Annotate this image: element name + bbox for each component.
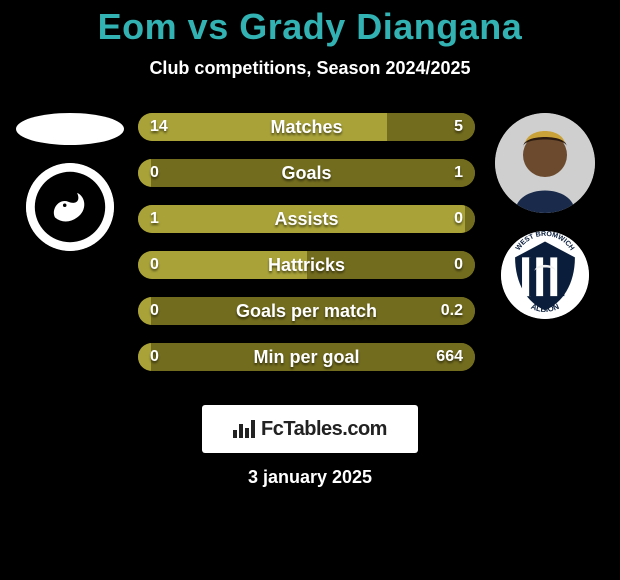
bar-label: Goals bbox=[138, 159, 475, 187]
stat-row: Goals0 1 bbox=[138, 159, 475, 187]
bar-label: Hattricks bbox=[138, 251, 475, 279]
bar-value-right: 664 bbox=[436, 343, 463, 371]
bar-value-left: 0 bbox=[150, 159, 159, 187]
comparison-content: WEST BROMWICH ALBION Matches145Goals01As… bbox=[0, 113, 620, 393]
bar-label: Assists bbox=[138, 205, 475, 233]
bar-value-right: 0 bbox=[454, 205, 463, 233]
stat-row: Min per goal0 664 bbox=[138, 343, 475, 371]
bar-value-right: 5 bbox=[454, 113, 463, 141]
bar-value-left: 0 bbox=[150, 343, 159, 371]
club-left-crest bbox=[26, 163, 114, 251]
stat-row: Hattricks0 0 bbox=[138, 251, 475, 279]
bar-value-right: 0.2 bbox=[441, 297, 463, 325]
bar-label: Min per goal bbox=[138, 343, 475, 371]
watermark-icon bbox=[233, 420, 255, 438]
subtitle: Club competitions, Season 2024/2025 bbox=[0, 58, 620, 79]
stat-row: Assists1 0 bbox=[138, 205, 475, 233]
bar-value-left: 14 bbox=[150, 113, 168, 141]
footer-date: 3 january 2025 bbox=[0, 467, 620, 488]
bar-value-right: 1 bbox=[454, 159, 463, 187]
watermark-text: FcTables.com bbox=[261, 418, 387, 441]
stat-bars: Matches145Goals01Assists10Hattricks00Goa… bbox=[138, 113, 475, 371]
player-left-avatar bbox=[16, 113, 124, 145]
bar-value-left: 0 bbox=[150, 251, 159, 279]
bar-value-right: 0 bbox=[454, 251, 463, 279]
club-right-crest: WEST BROMWICH ALBION bbox=[501, 231, 589, 319]
bar-value-left: 0 bbox=[150, 297, 159, 325]
watermark-badge: FcTables.com bbox=[202, 405, 418, 453]
right-column: WEST BROMWICH ALBION bbox=[490, 113, 600, 319]
stat-row: Matches14 5 bbox=[138, 113, 475, 141]
stat-row: Goals per match0 0.2 bbox=[138, 297, 475, 325]
bar-value-left: 1 bbox=[150, 205, 159, 233]
bar-label: Goals per match bbox=[138, 297, 475, 325]
bar-label: Matches bbox=[138, 113, 475, 141]
player-right-avatar bbox=[495, 113, 595, 213]
page-title: Eom vs Grady Diangana bbox=[0, 0, 620, 48]
left-column bbox=[10, 113, 130, 251]
